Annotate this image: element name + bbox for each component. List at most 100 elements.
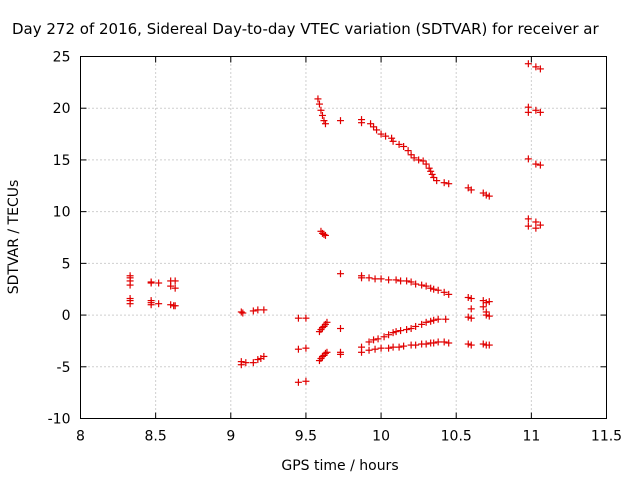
data-point [430, 316, 438, 324]
data-point [430, 339, 438, 347]
y-axis-label: SDTVAR / TECUs [6, 180, 22, 295]
data-point [167, 282, 175, 290]
data-point [126, 281, 134, 289]
x-tick-label: 8 [76, 429, 85, 445]
data-point [320, 117, 328, 125]
plot-frame [80, 56, 607, 419]
data-point [392, 276, 400, 284]
y-tick-label: 25 [53, 50, 71, 66]
data-point [467, 295, 475, 303]
data-point [407, 325, 415, 333]
x-tick-label: 8.5 [145, 429, 167, 445]
data-point [418, 281, 426, 289]
data-point [321, 231, 329, 239]
data-point [532, 63, 540, 71]
data-point [336, 117, 344, 125]
data-point [321, 120, 329, 128]
data-point [323, 318, 331, 326]
grid [80, 56, 607, 419]
data-point [239, 309, 247, 317]
data-point [382, 132, 390, 140]
data-point [440, 288, 448, 296]
data-point [302, 377, 310, 385]
data-point [358, 348, 366, 356]
data-point [370, 336, 378, 344]
data-point [147, 279, 155, 287]
data-point [155, 300, 163, 308]
data-point [479, 340, 487, 348]
y-tick-label: 20 [53, 101, 71, 117]
y-tick-label: -10 [48, 412, 71, 428]
axis-ticks: 8 8.5 9 9.5 10 10.5 11 11.5 -10 -5 0 5 10 15 20 25 [48, 50, 622, 445]
data-point [485, 298, 493, 306]
data-point [536, 161, 544, 169]
data-point [371, 275, 379, 283]
data-point [434, 315, 442, 323]
data-point [422, 340, 430, 348]
data-point [249, 307, 257, 315]
data-point [422, 318, 430, 326]
data-point [430, 285, 438, 293]
data-point [485, 192, 493, 200]
data-point [167, 301, 175, 309]
data-point [464, 293, 472, 301]
data-point [427, 317, 435, 325]
data-point [467, 341, 475, 349]
data-point [237, 361, 245, 369]
data-point [485, 312, 493, 320]
data-point [524, 108, 532, 116]
data-point [407, 278, 415, 286]
data-point [403, 277, 411, 285]
x-tick-label: 10 [372, 429, 390, 445]
data-point [422, 282, 430, 290]
data-point [171, 302, 179, 310]
y-tick-label: 15 [53, 153, 71, 169]
data-point [249, 359, 257, 367]
data-point [524, 155, 532, 163]
data-point [400, 342, 408, 350]
data-point [358, 274, 366, 282]
data-point [418, 320, 426, 328]
y-tick-label: 0 [62, 308, 71, 324]
data-point [367, 120, 375, 128]
data-point [302, 314, 310, 322]
data-point [442, 315, 450, 323]
data-point [482, 311, 490, 319]
y-tick-label: -5 [57, 360, 71, 376]
data-point [467, 305, 475, 313]
x-tick-label: 9.5 [295, 429, 317, 445]
data-point [155, 279, 163, 287]
data-point [392, 328, 400, 336]
data-point [237, 308, 245, 316]
data-point [365, 346, 373, 354]
data-point [485, 341, 493, 349]
data-point [171, 284, 179, 292]
data-point [430, 174, 438, 182]
data-point [126, 300, 134, 308]
data-point [389, 343, 397, 351]
x-tick-label: 11.5 [591, 429, 622, 445]
data-point [427, 167, 435, 175]
data-point [532, 106, 540, 114]
data-point [397, 327, 405, 335]
data-point [479, 303, 487, 311]
data-point [445, 290, 453, 298]
data-point [260, 352, 268, 360]
data-point [412, 280, 420, 288]
data-point [467, 314, 475, 322]
data-point [294, 345, 302, 353]
data-point [388, 134, 396, 142]
data-point [412, 341, 420, 349]
data-point [318, 111, 326, 119]
data-point [524, 215, 532, 223]
data-point [260, 306, 268, 314]
data-point [377, 275, 385, 283]
data-point [254, 356, 262, 364]
data-point [365, 338, 373, 346]
data-point [380, 333, 388, 341]
data-point [370, 123, 378, 131]
data-point [385, 276, 393, 284]
data-point [320, 230, 328, 238]
